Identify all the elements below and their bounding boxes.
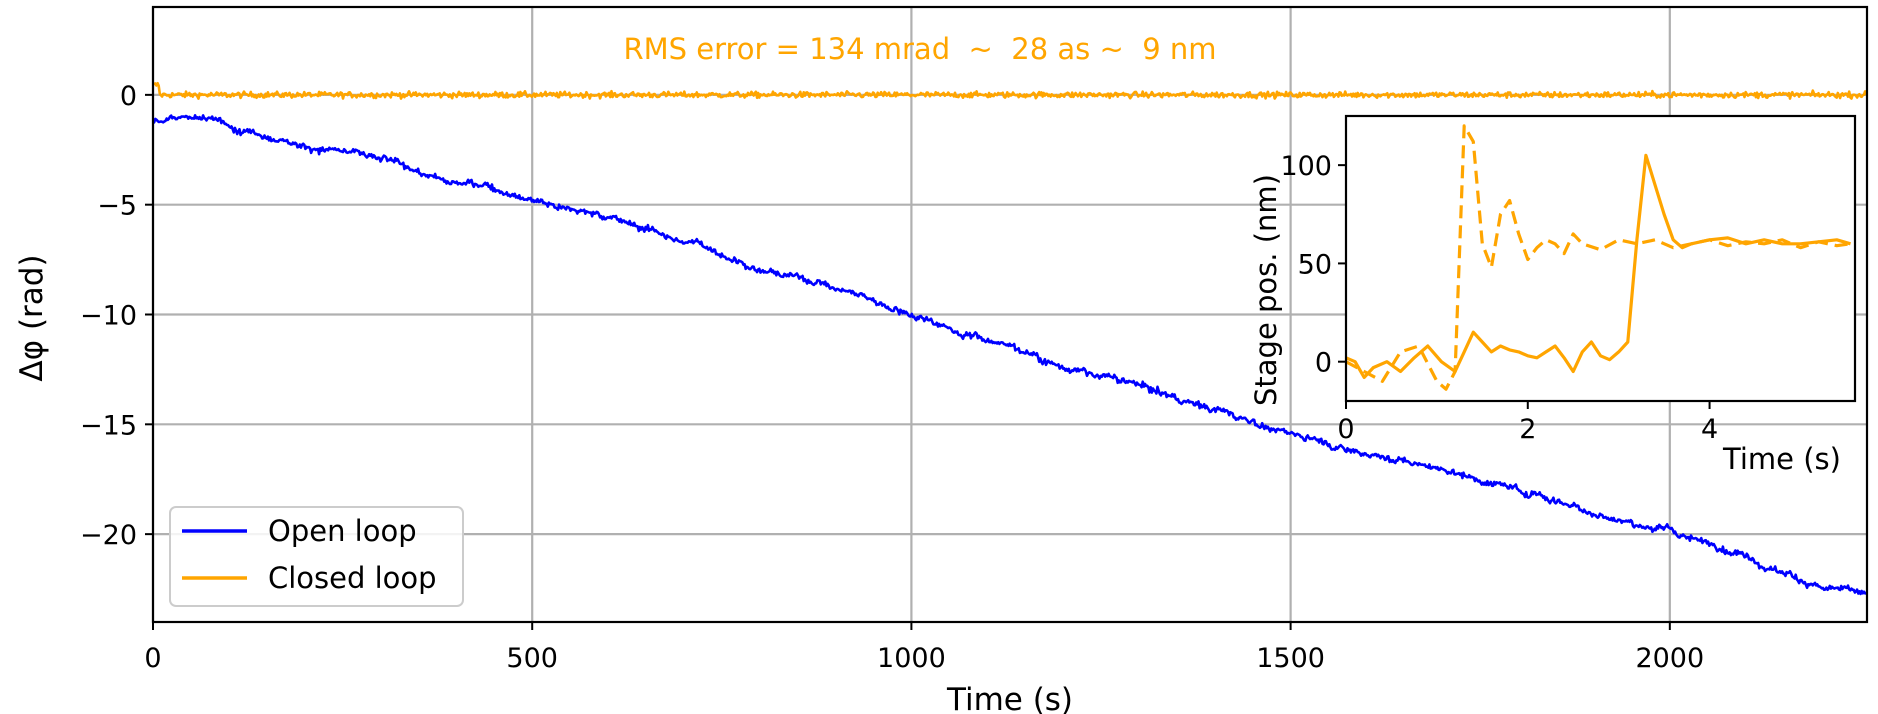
y-tick-label: −20 — [80, 520, 137, 551]
x-tick-label: 0 — [144, 643, 161, 674]
inset-y-tick-label: 0 — [1315, 348, 1332, 379]
legend-label-closed-loop: Closed loop — [268, 561, 437, 595]
inset-y-axis-label: Stage pos. (nm) — [1249, 174, 1283, 406]
inset-y-tick-label: 100 — [1280, 151, 1332, 182]
x-tick-label: 1000 — [877, 643, 946, 674]
inset-background — [1346, 116, 1855, 401]
inset-x-ticks: 0 2 4 — [1337, 401, 1718, 445]
inset-series-layer — [1345, 124, 1851, 391]
inset-y-tick-label: 50 — [1298, 249, 1332, 280]
inset-x-axis-label: Time (s) — [1722, 442, 1841, 476]
y-tick-label: 0 — [120, 81, 137, 112]
main-plot-frame — [151, 5, 1869, 624]
inset-chart: 0 2 4 0 50 100 Time (s) Stage pos. (nm) — [1249, 114, 1857, 476]
main-x-axis-label: Time (s) — [946, 682, 1073, 714]
inset-x-tick-label: 0 — [1337, 414, 1354, 445]
x-tick-label: 500 — [506, 643, 558, 674]
main-y-axis-label: Δφ (rad) — [14, 254, 50, 381]
inset-series-solid — [1345, 153, 1851, 379]
inset-y-ticks: 0 50 100 — [1280, 151, 1346, 379]
series-open-loop — [152, 114, 1867, 596]
rms-error-annotation: RMS error = 134 mrad ~ 28 as ~ 9 nm — [623, 32, 1216, 66]
x-tick-label: 1500 — [1256, 643, 1325, 674]
y-tick-label: −10 — [80, 301, 137, 332]
inset-x-tick-label: 4 — [1701, 414, 1718, 445]
inset-series-dashed — [1345, 124, 1851, 391]
x-tick-label: 2000 — [1635, 643, 1704, 674]
legend: Open loop Closed loop — [169, 506, 464, 607]
main-y-ticks: 0 −5 −10 −15 −20 — [80, 81, 153, 551]
y-tick-label: −15 — [80, 410, 137, 441]
series-closed-loop — [152, 81, 1868, 100]
inset-x-tick-label: 2 — [1519, 414, 1536, 445]
y-tick-label: −5 — [97, 191, 137, 222]
inset-plot-frame — [1344, 114, 1857, 403]
main-series-layer — [152, 81, 1868, 596]
main-x-ticks: 0 500 1000 1500 2000 — [144, 622, 1704, 674]
legend-label-open-loop: Open loop — [268, 514, 417, 548]
